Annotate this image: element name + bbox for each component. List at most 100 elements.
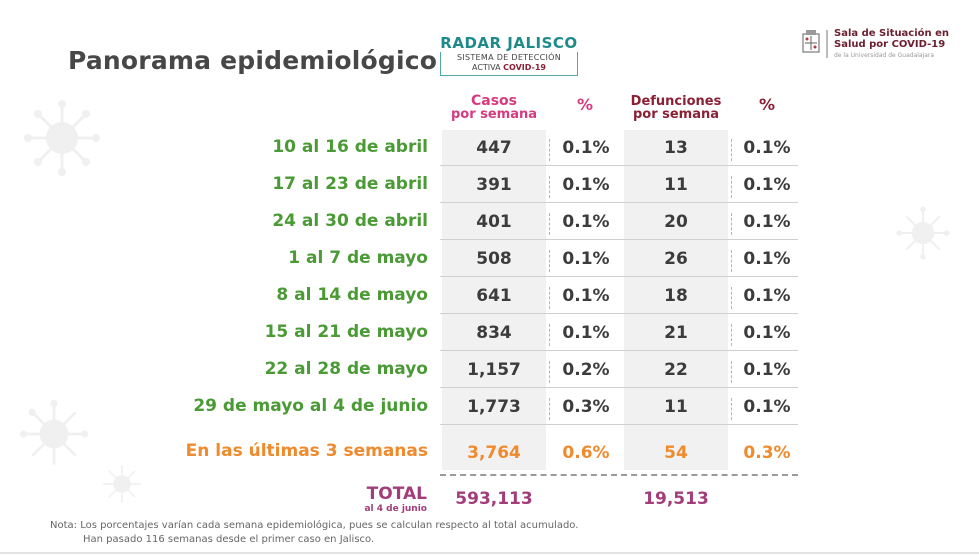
summary-label: En las últimas 3 semanas <box>185 441 428 461</box>
row-separator <box>440 276 798 277</box>
header-casos-line2: por semana <box>450 107 538 122</box>
radar-logo-line2-prefix: ACTIVA <box>471 63 504 72</box>
casos-column-bg <box>442 130 546 470</box>
row-casos: 1,773 <box>467 397 521 417</box>
row-separator <box>440 387 798 388</box>
virus-icon <box>103 465 141 503</box>
row-separator <box>440 165 798 166</box>
row-separator <box>440 239 798 240</box>
row-separator <box>440 313 798 314</box>
column-dashed-divider <box>549 250 550 272</box>
row-defunciones: 11 <box>664 175 688 195</box>
row-label: 24 al 30 de abril <box>272 211 428 231</box>
total-sublabel: al 4 de junio <box>364 504 427 514</box>
header-defunciones: Defunciones por semana <box>624 95 728 121</box>
row-pct-casos: 0.1% <box>562 175 610 195</box>
sala-line3: de la Universidad de Guadalajara <box>834 52 935 59</box>
row-pct-defunciones: 0.1% <box>743 212 791 232</box>
row-label: 8 al 14 de mayo <box>276 285 428 305</box>
summary-pct-defunciones: 0.3% <box>743 443 791 463</box>
column-dashed-divider <box>549 398 550 420</box>
row-pct-casos: 0.3% <box>562 397 610 417</box>
row-pct-casos: 0.1% <box>562 249 610 269</box>
row-pct-casos: 0.1% <box>562 286 610 306</box>
row-separator <box>440 424 798 425</box>
radar-logo-title: RADAR JALISCO <box>440 34 578 52</box>
footnote-line2: Han pasado 116 semanas desde el primer c… <box>83 534 375 545</box>
radar-logo-line1: SISTEMA DE DETECCIÓN <box>456 53 562 62</box>
column-dashed-divider <box>549 213 550 235</box>
radar-jalisco-logo: RADAR JALISCO SISTEMA DE DETECCIÓN ACTIV… <box>430 34 588 76</box>
row-label: 15 al 21 de mayo <box>264 322 428 342</box>
row-defunciones: 21 <box>664 323 688 343</box>
bottom-divider <box>0 552 979 554</box>
row-casos: 641 <box>476 286 512 306</box>
column-dashed-divider <box>731 324 732 346</box>
defunciones-column-bg <box>624 130 728 470</box>
summary-casos: 3,764 <box>467 443 521 463</box>
row-pct-defunciones: 0.1% <box>743 249 791 269</box>
header-pct-casos: % <box>576 95 594 114</box>
column-dashed-divider <box>731 213 732 235</box>
sala-line2: Salud por COVID-19 <box>834 39 946 50</box>
sala-line1: Sala de Situación en <box>834 28 950 39</box>
row-label: 1 al 7 de mayo <box>288 248 428 268</box>
column-dashed-divider <box>549 139 550 161</box>
row-defunciones: 22 <box>664 360 688 380</box>
row-casos: 834 <box>476 323 512 343</box>
radar-logo-box: SISTEMA DE DETECCIÓN ACTIVA COVID-19 <box>440 52 578 76</box>
row-defunciones: 11 <box>664 397 688 417</box>
radar-logo-line2-bold: COVID-19 <box>503 63 546 72</box>
column-dashed-divider <box>549 287 550 309</box>
column-dashed-divider <box>731 176 732 198</box>
row-pct-casos: 0.1% <box>562 138 610 158</box>
row-pct-defunciones: 0.1% <box>743 286 791 306</box>
header-def-line2: por semana <box>632 107 720 122</box>
column-dashed-divider <box>549 324 550 346</box>
column-dashed-divider <box>731 139 732 161</box>
total-casos: 593,113 <box>455 489 533 509</box>
university-crest-icon <box>802 30 820 53</box>
row-pct-defunciones: 0.1% <box>743 138 791 158</box>
row-defunciones: 20 <box>664 212 688 232</box>
row-separator <box>440 202 798 203</box>
column-dashed-divider <box>549 176 550 198</box>
row-pct-casos: 0.1% <box>562 212 610 232</box>
virus-icon <box>19 399 89 465</box>
row-label: 17 al 23 de abril <box>272 174 428 194</box>
column-dashed-divider <box>731 250 732 272</box>
footnote-line1: Nota: Los porcentajes varían cada semana… <box>50 520 579 531</box>
header-pct-defunciones: % <box>758 95 776 114</box>
row-casos: 508 <box>476 249 512 269</box>
row-label: 22 al 28 de mayo <box>264 359 428 379</box>
summary-defunciones: 54 <box>664 443 688 463</box>
row-defunciones: 13 <box>664 138 688 158</box>
row-pct-casos: 0.1% <box>562 323 610 343</box>
row-casos: 447 <box>476 138 512 158</box>
row-pct-defunciones: 0.1% <box>743 175 791 195</box>
row-casos: 1,157 <box>467 360 521 380</box>
radar-logo-line2: ACTIVA COVID-19 <box>443 63 575 73</box>
column-dashed-divider <box>731 361 732 383</box>
virus-icon <box>896 206 950 260</box>
total-defunciones: 19,513 <box>643 489 709 509</box>
row-label: 29 de mayo al 4 de junio <box>193 396 428 416</box>
row-separator <box>440 350 798 351</box>
header-def-line1: Defunciones <box>630 94 722 109</box>
logo-divider <box>826 30 828 58</box>
column-dashed-divider <box>731 287 732 309</box>
row-pct-defunciones: 0.1% <box>743 323 791 343</box>
row-casos: 391 <box>476 175 512 195</box>
row-casos: 401 <box>476 212 512 232</box>
page-title: Panorama epidemiológico <box>68 46 438 75</box>
total-label: TOTAL <box>366 484 427 504</box>
header-casos: Casos por semana <box>442 93 546 122</box>
column-dashed-divider <box>731 398 732 420</box>
row-defunciones: 26 <box>664 249 688 269</box>
row-defunciones: 18 <box>664 286 688 306</box>
virus-icon <box>24 100 100 176</box>
header-casos-line1: Casos <box>470 93 517 109</box>
column-dashed-divider <box>549 361 550 383</box>
row-pct-casos: 0.2% <box>562 360 610 380</box>
row-label: 10 al 16 de abril <box>272 137 428 157</box>
